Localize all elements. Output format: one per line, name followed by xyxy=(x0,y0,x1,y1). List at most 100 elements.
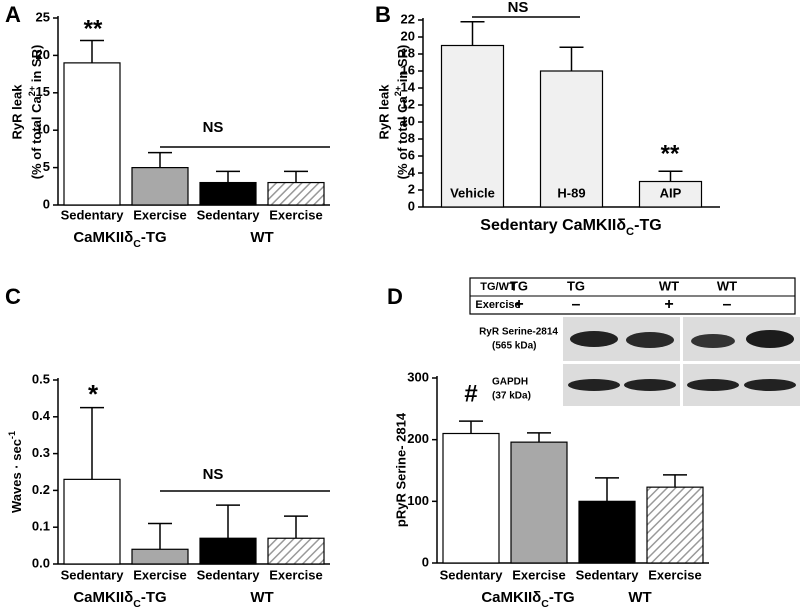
bar xyxy=(267,537,325,565)
panel-label: C xyxy=(5,284,21,309)
blot-cell: – xyxy=(572,296,581,313)
blot-band-label: GAPDH xyxy=(492,377,528,388)
group-label-part: -TG xyxy=(141,229,167,246)
y-tick-label: 200 xyxy=(407,431,429,446)
y-tick-label: 8 xyxy=(408,130,415,145)
group-label-part: C xyxy=(541,598,549,609)
y-axis-label-part: in SR) xyxy=(395,45,410,86)
y-tick-label: 0.3 xyxy=(32,445,50,460)
bar xyxy=(539,70,604,208)
y-tick-label: 0.2 xyxy=(32,482,50,497)
bar xyxy=(510,441,568,564)
y-tick-label: 20 xyxy=(401,28,415,43)
y-axis-label: (% of total Ca2+ in SR) xyxy=(393,45,410,180)
blot-band xyxy=(570,331,618,347)
y-tick-label: 0 xyxy=(408,198,415,213)
bar xyxy=(199,537,257,565)
y-axis-label-part: -1 xyxy=(7,431,17,439)
bar xyxy=(63,478,121,565)
bar xyxy=(267,181,325,206)
panel-label: A xyxy=(5,2,21,27)
y-tick-label: 0.5 xyxy=(32,371,50,386)
bar xyxy=(646,486,704,564)
group-label: CaMKIIδC-TG xyxy=(73,229,166,250)
y-tick-label: 5 xyxy=(43,159,50,174)
y-axis-label: pRyR Serine- 2814 xyxy=(393,412,408,527)
annotation: * xyxy=(88,379,99,409)
blot-band xyxy=(626,332,674,348)
blot-band xyxy=(687,379,739,391)
annotation: NS xyxy=(203,466,224,483)
blot-band xyxy=(744,379,796,391)
annotation: NS xyxy=(508,0,529,16)
x-tick-label: Sedentary xyxy=(197,567,261,582)
y-axis-label: RyR leak xyxy=(376,84,391,140)
y-tick-label: 25 xyxy=(36,9,50,24)
y-tick-label: 15 xyxy=(36,84,50,99)
y-axis-label-part: in SR) xyxy=(29,45,44,86)
group-label-part: C xyxy=(133,238,141,250)
blot-header: WT xyxy=(717,278,737,293)
y-tick-label: 6 xyxy=(408,147,415,162)
y-axis-label-part: 2+ xyxy=(393,86,403,96)
blot-header: TG xyxy=(510,278,528,293)
y-tick-label: 0.0 xyxy=(32,555,50,570)
blot-row-label: Exercise xyxy=(475,299,520,311)
y-tick-label: 10 xyxy=(401,113,415,128)
y-axis-label: Waves · sec-1 xyxy=(7,431,24,513)
blot-band xyxy=(746,330,794,348)
blot-band xyxy=(624,379,676,391)
x-tick-label: Exercise xyxy=(648,567,702,582)
y-axis-label: RyR leak xyxy=(9,84,24,140)
x-tick-label: H-89 xyxy=(557,185,585,200)
y-tick-label: 18 xyxy=(401,45,415,60)
blot-header: TG/WT xyxy=(480,281,516,293)
y-tick-label: 10 xyxy=(36,122,50,137)
blot: TG/WT TG TG WT WT Exercise + – + – RyR S… xyxy=(469,277,800,406)
y-axis-label-part: Waves · sec xyxy=(9,439,24,513)
x-tick-label: Exercise xyxy=(269,207,323,222)
y-axis-label-part: (% of total Ca xyxy=(29,95,44,179)
blot-band-label: RyR Serine-2814 xyxy=(479,327,558,338)
x-tick-label: Sedentary xyxy=(197,207,261,222)
x-tick-label: Sedentary xyxy=(440,567,504,582)
group-label-part: -TG xyxy=(141,589,167,606)
group-label-part: -TG xyxy=(549,589,575,606)
annotation: NS xyxy=(203,119,224,136)
x-tick-label: Sedentary xyxy=(576,567,640,582)
blot-band xyxy=(568,379,620,391)
x-axis-label-part: C xyxy=(626,226,634,238)
x-axis-label: Sedentary CaMKIIδC-TG xyxy=(480,217,661,238)
bar xyxy=(638,180,703,208)
y-tick-label: 0 xyxy=(43,196,50,211)
y-axis-label-part: 2+ xyxy=(27,86,37,96)
panel-label: D xyxy=(387,284,403,309)
group-label-part: CaMKIIδ xyxy=(481,589,541,606)
blot-band-label: (565 kDa) xyxy=(492,341,536,352)
y-tick-label: 0.4 xyxy=(32,408,51,423)
group-label: WT xyxy=(628,589,651,606)
blot-header: WT xyxy=(659,278,679,293)
y-tick-label: 16 xyxy=(401,62,415,77)
y-tick-label: 20 xyxy=(36,47,50,62)
annotation: ** xyxy=(661,140,680,167)
group-label-part: CaMKIIδ xyxy=(73,229,133,246)
bar xyxy=(199,181,257,206)
blot-cell: + xyxy=(514,296,523,313)
y-tick-label: 100 xyxy=(407,493,429,508)
x-tick-label: Exercise xyxy=(269,567,323,582)
blot-header: TG xyxy=(567,278,585,293)
group-label-part: C xyxy=(133,598,141,609)
bar xyxy=(63,62,121,206)
blot-cell: – xyxy=(723,296,732,313)
group-label: CaMKIIδC-TG xyxy=(73,589,166,609)
group-label-part: CaMKIIδ xyxy=(73,589,133,606)
y-tick-label: 2 xyxy=(408,181,415,196)
x-tick-label: Sedentary xyxy=(61,567,125,582)
group-label: WT xyxy=(250,589,273,606)
y-tick-label: 14 xyxy=(401,79,416,94)
y-tick-label: 4 xyxy=(408,164,416,179)
bar xyxy=(578,500,636,564)
annotation: ** xyxy=(84,15,103,42)
